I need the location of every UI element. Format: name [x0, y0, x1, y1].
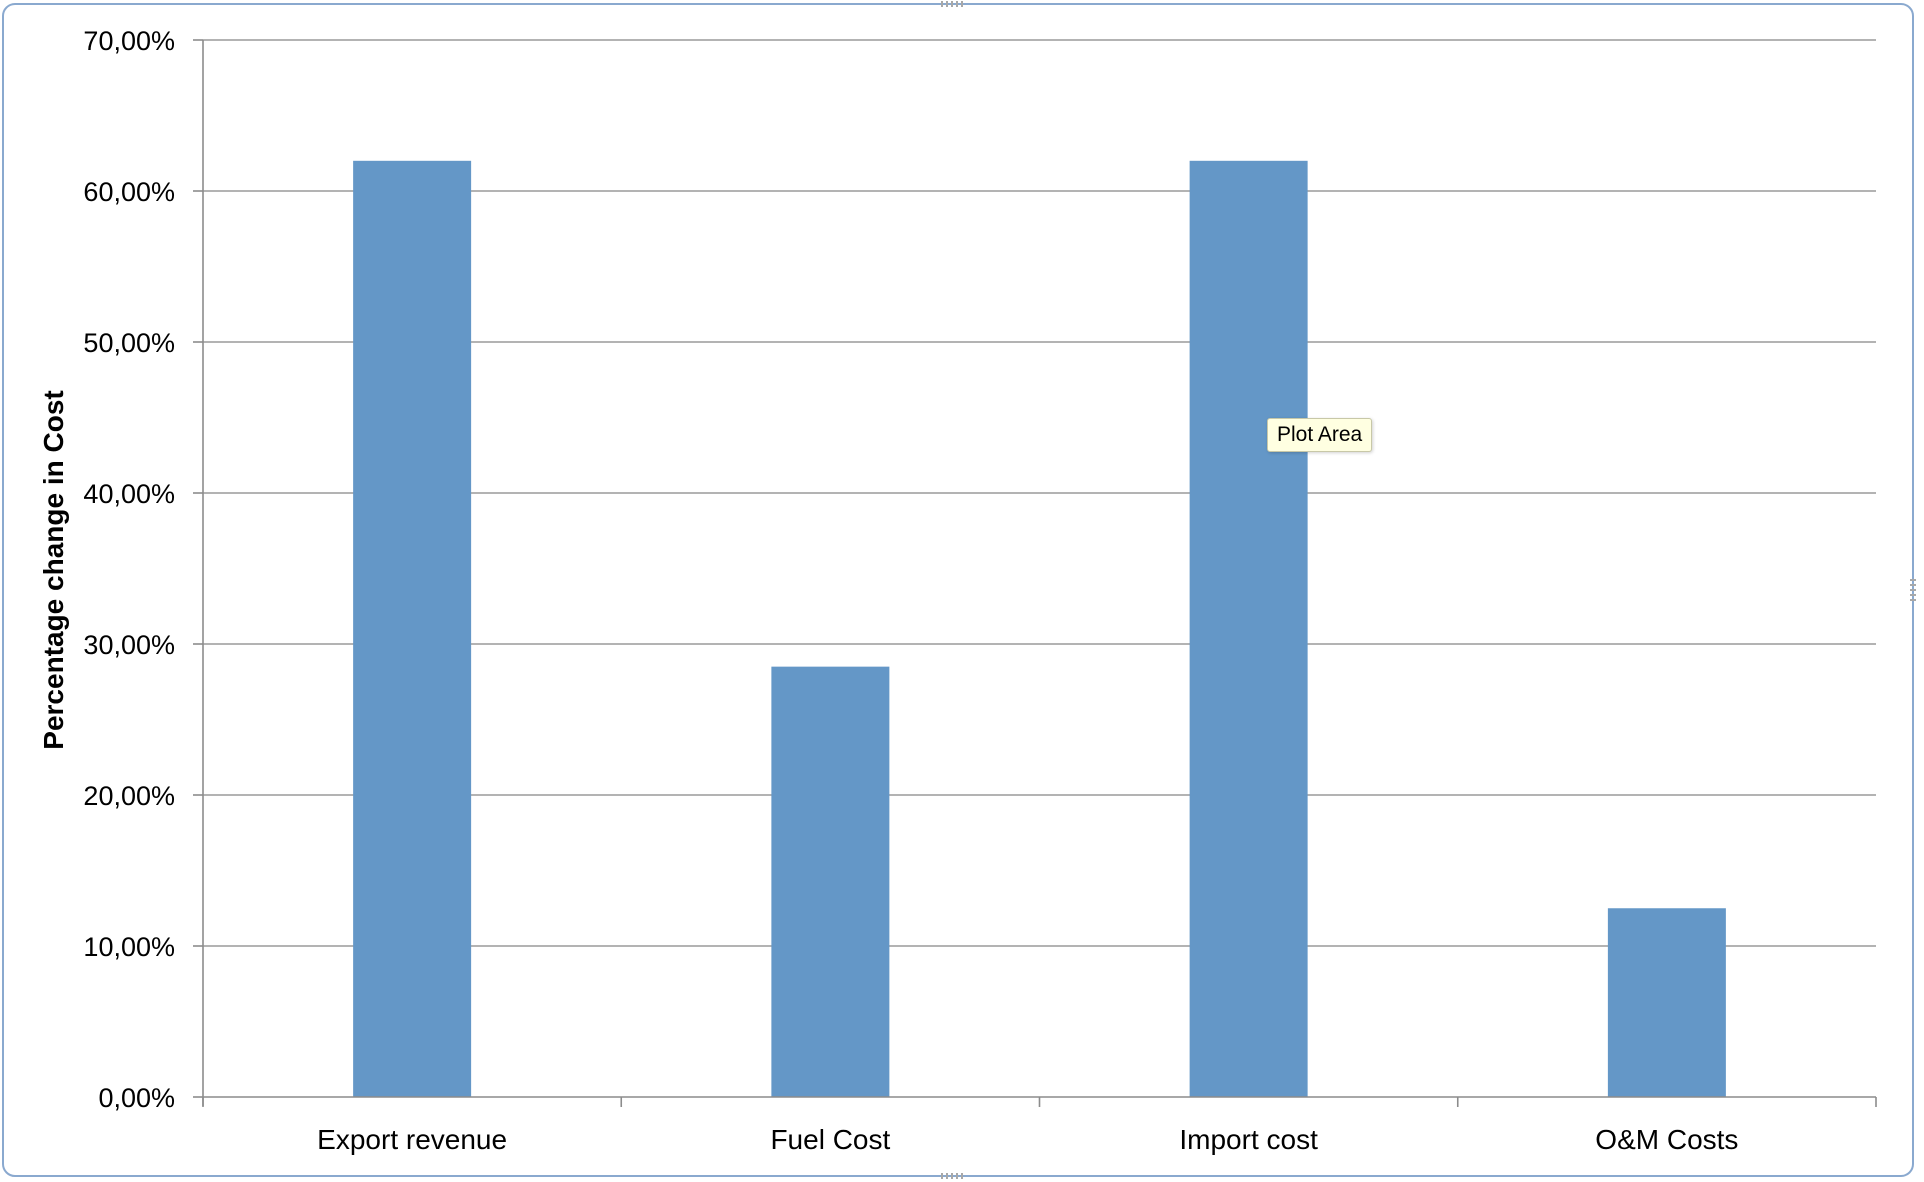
bar-export-revenue[interactable]	[353, 160, 472, 1098]
resize-grip-dot[interactable]	[951, 1173, 953, 1179]
resize-grip-dot[interactable]	[1910, 599, 1916, 601]
y-tick-labels: 0,00% 10,00% 20,00% 30,00% 40,00% 50,00% 60,00…	[83, 26, 175, 1113]
y-tick-label-4: 40,00%	[83, 479, 175, 509]
resize-grips[interactable]	[941, 1, 1916, 1179]
x-tick-label-2: Import cost	[1179, 1124, 1318, 1155]
y-axis-title: Percentage change in Cost	[38, 390, 69, 749]
bars[interactable]	[353, 160, 1726, 1098]
y-tick-label-0: 0,00%	[98, 1083, 175, 1113]
resize-grip-dot[interactable]	[1910, 589, 1916, 591]
resize-grip-dot[interactable]	[1910, 594, 1916, 596]
resize-grip-dot[interactable]	[951, 1, 953, 7]
gridlines	[203, 39, 1876, 947]
y-tick-label-2: 20,00%	[83, 781, 175, 811]
resize-grip-dot[interactable]	[1910, 579, 1916, 581]
bar-import-cost[interactable]	[1189, 160, 1308, 1098]
y-tick-label-6: 60,00%	[83, 177, 175, 207]
bar-fuel-cost[interactable]	[771, 666, 890, 1097]
resize-grip-dot[interactable]	[946, 1, 948, 7]
y-tick-label-5: 50,00%	[83, 328, 175, 358]
x-tick-label-0: Export revenue	[317, 1124, 507, 1155]
resize-grip-dot[interactable]	[946, 1173, 948, 1179]
x-tick-label-3: O&M Costs	[1595, 1124, 1738, 1155]
resize-grip-dot[interactable]	[941, 1173, 943, 1179]
resize-grip-dot[interactable]	[961, 1, 963, 7]
y-tick-label-7: 70,00%	[83, 26, 175, 56]
y-tick-label-1: 10,00%	[83, 932, 175, 962]
x-tick-labels: Export revenue Fuel Cost Import cost O&M Co…	[317, 1124, 1738, 1155]
x-tick-label-1: Fuel Cost	[770, 1124, 890, 1155]
resize-grip-dot[interactable]	[956, 1, 958, 7]
resize-grip-dot[interactable]	[961, 1173, 963, 1179]
resize-grip-dot[interactable]	[1910, 584, 1916, 586]
resize-grip-dot[interactable]	[941, 1, 943, 7]
bar-o-m-costs[interactable]	[1607, 908, 1726, 1097]
axes	[193, 39, 1877, 1107]
y-tick-label-3: 30,00%	[83, 630, 175, 660]
resize-grip-dot[interactable]	[956, 1173, 958, 1179]
plot-area-tooltip: Plot Area	[1267, 418, 1373, 452]
